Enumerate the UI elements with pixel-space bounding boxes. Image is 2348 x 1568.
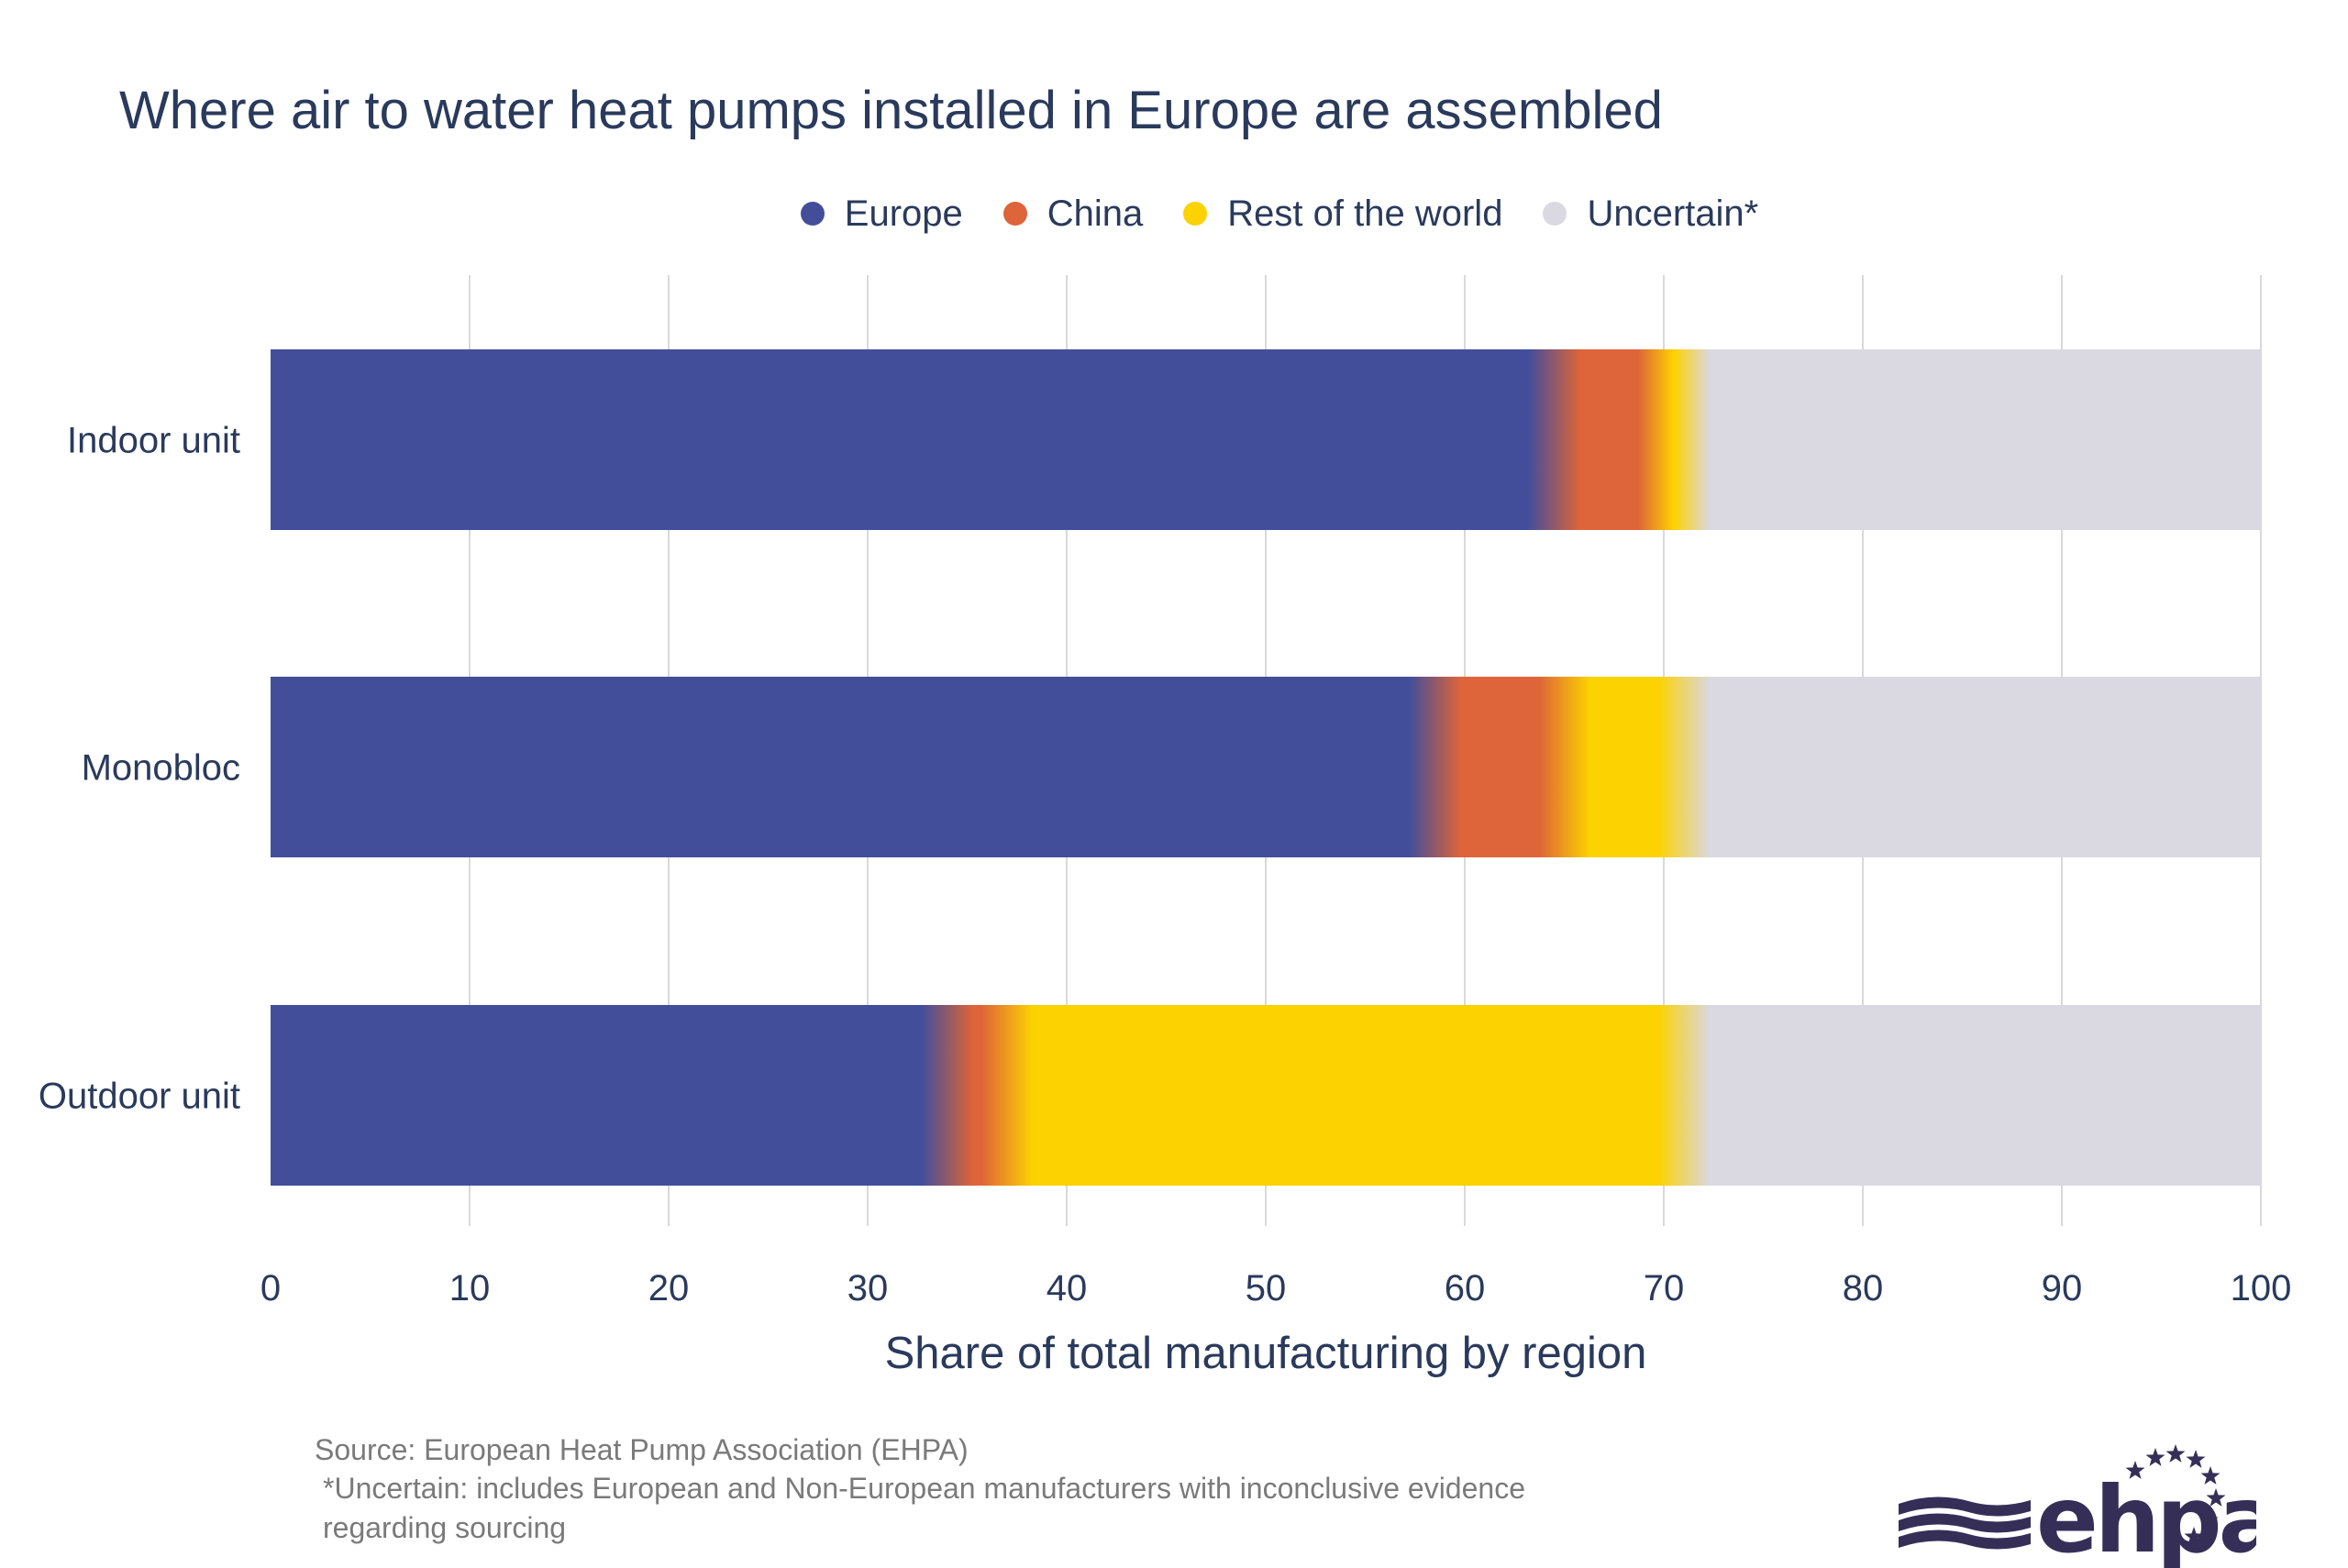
bar-segment-china [947, 1005, 1008, 1186]
star-icon [2206, 1488, 2226, 1507]
star-icon [2186, 1450, 2206, 1468]
x-tick-label: 60 [1445, 1268, 1486, 1309]
x-tick-label: 0 [260, 1268, 281, 1309]
category-label: Monobloc [82, 748, 240, 789]
category-label: Indoor unit [67, 421, 240, 461]
bar-segment-china [1554, 349, 1665, 530]
footnote-line-1: *Uncertain: includes European and Non-Eu… [323, 1472, 1525, 1505]
legend-marker [1183, 202, 1208, 226]
bar-segment-rest-of-the-world [1564, 677, 1685, 857]
bar-segment-china [1434, 677, 1565, 857]
bar-segment-uncertain [1683, 677, 2262, 857]
legend-label: Europe [844, 193, 963, 234]
bar-segment-uncertain [1683, 1005, 2262, 1186]
wave-icon [1899, 1496, 2031, 1550]
category-label: Outdoor unit [39, 1077, 240, 1117]
x-tick-label: 30 [847, 1268, 889, 1309]
ehpa-logo: ehpa [1899, 1444, 2256, 1568]
bar-segment-uncertain [1683, 349, 2262, 530]
legend-marker [1002, 202, 1027, 226]
chart-title: Where air to water heat pumps installed … [119, 81, 1663, 140]
legend-item: Europe [800, 193, 963, 235]
legend-item: China [1002, 193, 1144, 235]
legend-item: Uncertain* [1543, 193, 1758, 235]
x-tick-label: 70 [1644, 1268, 1685, 1309]
logo-text: ehpa [2036, 1466, 2256, 1568]
stars-icon [2125, 1444, 2226, 1545]
bar-segment-rest-of-the-world [1664, 349, 1685, 530]
x-tick-label: 80 [1843, 1268, 1884, 1309]
bar-segment-europe [271, 349, 1556, 530]
legend-marker [800, 202, 825, 226]
bar-segment-europe [271, 1005, 948, 1186]
bar-segment-europe [271, 677, 1435, 857]
legend-marker [1543, 202, 1567, 226]
x-tick-label: 40 [1047, 1268, 1088, 1309]
x-tick-label: 90 [2042, 1268, 2083, 1309]
x-tick-label: 20 [648, 1268, 690, 1309]
star-icon [2200, 1466, 2221, 1485]
x-axis-label: Share of total manufacturing by region [885, 1329, 1647, 1378]
source-text: Source: European Heat Pump Association (… [315, 1433, 969, 1466]
bar-segment-rest-of-the-world [1006, 1005, 1685, 1186]
star-icon [2198, 1510, 2219, 1529]
footnote-line-2: regarding sourcing [323, 1511, 567, 1544]
legend-label: Rest of the world [1227, 193, 1503, 234]
x-tick-label: 50 [1246, 1268, 1287, 1309]
star-icon [2165, 1444, 2186, 1463]
legend-label: China [1047, 193, 1144, 234]
x-tick-label: 100 [2231, 1268, 2292, 1309]
x-tick-label: 10 [449, 1268, 491, 1309]
legend: Europe China Rest of the world Uncertain* [0, 193, 2348, 235]
legend-item: Rest of the world [1183, 193, 1502, 235]
star-icon [2145, 1448, 2165, 1466]
legend-label: Uncertain* [1587, 193, 1759, 234]
star-icon [2125, 1461, 2145, 1479]
star-icon [2184, 1527, 2204, 1545]
